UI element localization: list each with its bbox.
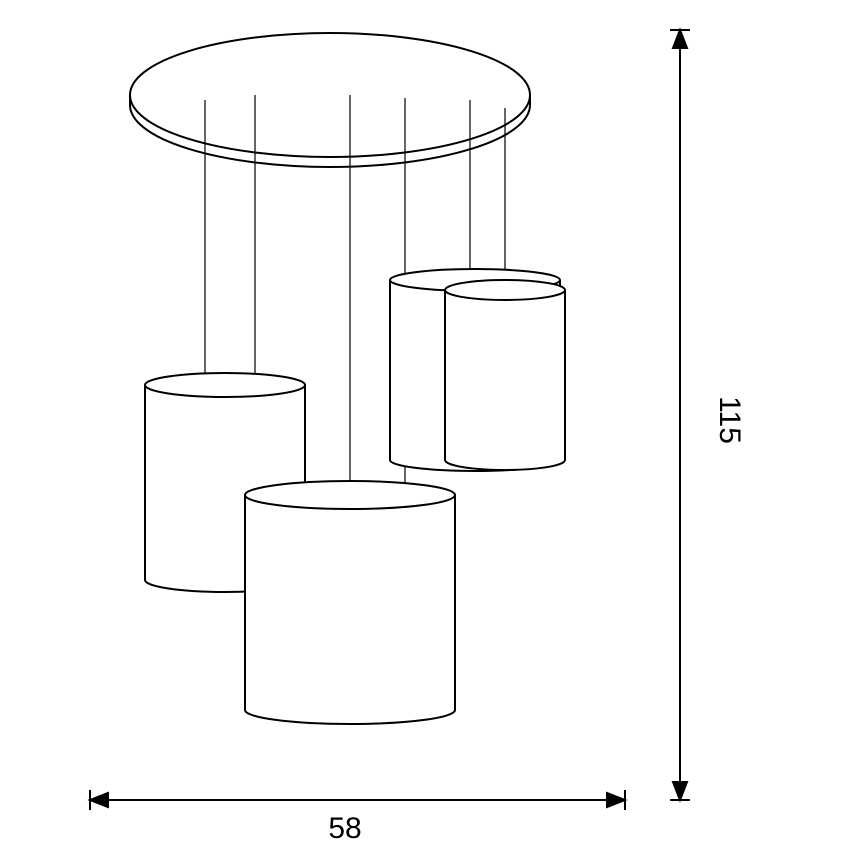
lamp-shade: [245, 481, 455, 724]
width-dimension: [90, 790, 625, 810]
pendant-lamp-diagram: 58 115: [0, 0, 868, 868]
height-dimension: [670, 30, 690, 800]
lamp-shades: [145, 269, 565, 724]
diagram-container: 58 115: [0, 0, 868, 868]
width-label: 58: [328, 812, 361, 845]
lamp-shade: [445, 280, 565, 470]
height-label: 115: [713, 396, 746, 444]
